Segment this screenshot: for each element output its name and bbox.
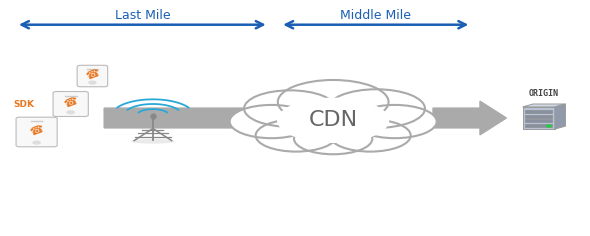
Circle shape xyxy=(294,123,372,154)
Text: Last Mile: Last Mile xyxy=(114,9,170,22)
Circle shape xyxy=(353,105,437,138)
Bar xyxy=(526,110,552,113)
Text: ☎: ☎ xyxy=(28,124,45,138)
Circle shape xyxy=(278,98,389,142)
Circle shape xyxy=(230,105,313,138)
Text: CDN: CDN xyxy=(309,110,358,130)
Bar xyxy=(523,107,555,129)
Ellipse shape xyxy=(131,139,175,144)
FancyBboxPatch shape xyxy=(53,92,88,117)
Circle shape xyxy=(327,89,425,128)
Text: ☎: ☎ xyxy=(84,68,101,82)
Polygon shape xyxy=(555,104,565,129)
FancyArrow shape xyxy=(433,101,506,135)
FancyArrow shape xyxy=(104,101,433,135)
Text: Middle Mile: Middle Mile xyxy=(340,9,411,22)
Circle shape xyxy=(546,125,551,127)
Text: SDK: SDK xyxy=(13,100,34,109)
Circle shape xyxy=(278,80,389,124)
Circle shape xyxy=(89,81,96,84)
FancyBboxPatch shape xyxy=(77,65,108,87)
Circle shape xyxy=(33,141,40,144)
FancyBboxPatch shape xyxy=(16,117,57,147)
Circle shape xyxy=(255,119,337,152)
Text: ☎: ☎ xyxy=(63,96,79,110)
Bar xyxy=(526,114,552,118)
Circle shape xyxy=(244,90,336,127)
Circle shape xyxy=(330,119,411,152)
Circle shape xyxy=(67,111,74,114)
Polygon shape xyxy=(523,104,565,107)
Text: ORIGIN: ORIGIN xyxy=(529,89,559,98)
Bar xyxy=(526,119,552,122)
Bar xyxy=(526,124,552,127)
